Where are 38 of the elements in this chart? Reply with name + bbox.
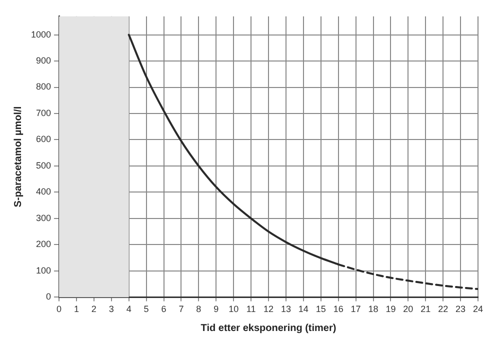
x-tick-label: 16: [333, 304, 344, 314]
x-tick-label: 21: [420, 304, 431, 314]
x-tick-label: 12: [264, 304, 274, 314]
x-tick-label: 8: [196, 304, 202, 314]
y-tick-label: 500: [36, 160, 52, 170]
x-tick-label: 24: [472, 304, 484, 314]
x-tick-label: 11: [246, 304, 256, 314]
y-tick-label: 100: [36, 265, 52, 276]
x-tick-label: 22: [438, 304, 448, 314]
x-tick-label: 9: [214, 304, 219, 314]
x-tick-label: 10: [228, 304, 239, 314]
x-tick-label: 23: [456, 304, 466, 314]
x-tick-label: 20: [403, 304, 414, 314]
y-tick-label: 400: [36, 186, 52, 197]
x-tick-label: 19: [386, 304, 396, 314]
y-axis-title: S-paracetamol µmol/l: [12, 106, 24, 208]
x-tick-label: 4: [126, 304, 132, 314]
x-tick-label: 13: [280, 304, 291, 314]
y-tick-label: 200: [36, 239, 52, 250]
x-tick-label: 1: [74, 304, 79, 314]
x-tick-label: 17: [350, 304, 361, 314]
x-tick-label: 7: [178, 304, 184, 314]
y-tick-label: 1000: [30, 29, 52, 40]
x-tick-label: 14: [298, 304, 308, 314]
y-tick-label: 800: [36, 82, 52, 92]
x-tick-label: 0: [56, 304, 62, 314]
x-tick-label: 2: [91, 304, 96, 314]
x-tick-label: 15: [316, 304, 326, 314]
x-tick-label: 5: [144, 304, 149, 314]
x-tick-label: 3: [108, 304, 114, 314]
y-tick-label: 700: [36, 108, 52, 118]
y-tick-label: 300: [36, 212, 52, 223]
y-tick-label: 900: [36, 55, 52, 66]
x-tick-label: 18: [368, 304, 378, 314]
y-tick-label: 0: [46, 292, 52, 302]
x-axis-title: Tid etter eksponering (timer): [200, 322, 336, 334]
y-tick-label: 600: [36, 134, 52, 144]
x-tick-label: 6: [161, 304, 166, 314]
